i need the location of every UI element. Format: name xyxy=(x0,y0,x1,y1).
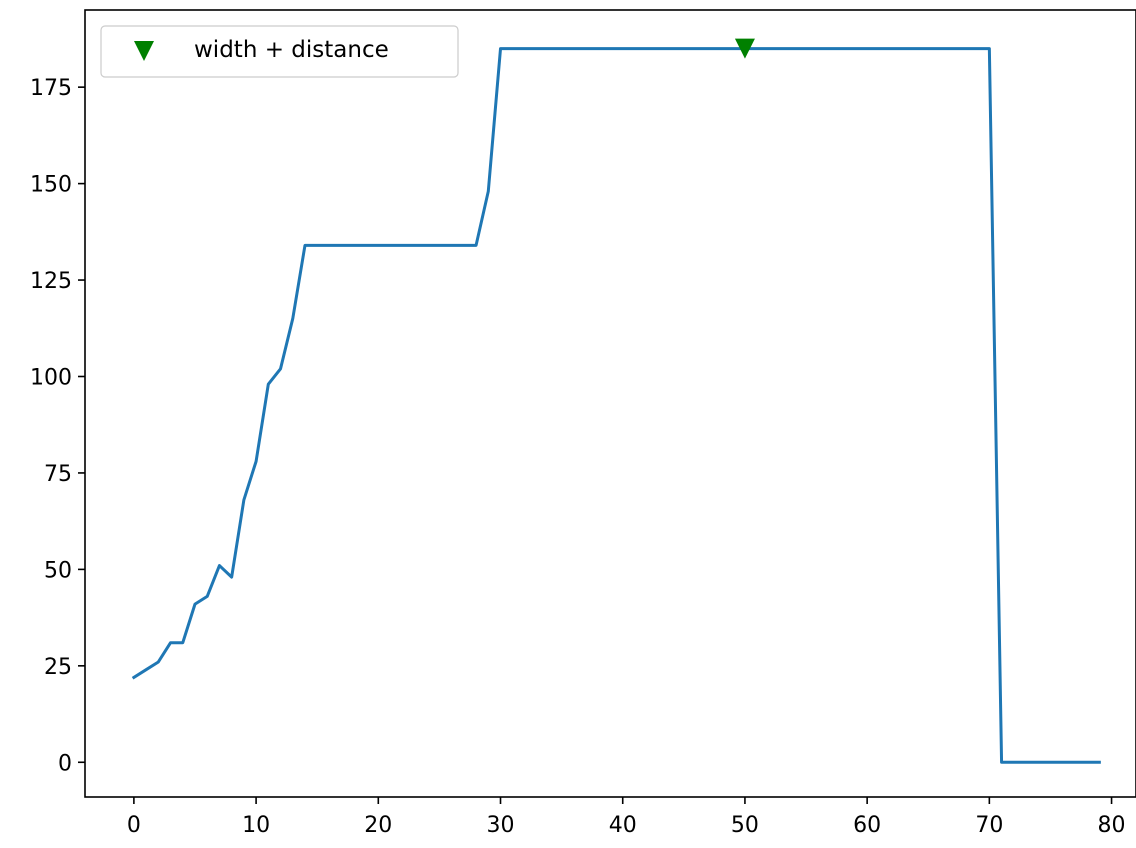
axes-frame xyxy=(84,9,1136,798)
y-tick-label: 0 xyxy=(58,751,72,776)
x-tick-label: 80 xyxy=(1098,813,1126,838)
y-tick-label: 50 xyxy=(44,558,72,583)
scatter-point-triangle-down xyxy=(734,38,755,59)
x-tick-label: 0 xyxy=(127,813,141,838)
plot-layer xyxy=(131,38,1101,764)
legend-box xyxy=(100,25,459,78)
x-tick-label: 70 xyxy=(975,813,1003,838)
y-tick-label: 125 xyxy=(30,269,72,294)
y-tick-label: 175 xyxy=(30,76,72,101)
x-tick-label: 60 xyxy=(853,813,881,838)
y-tick-label: 100 xyxy=(30,365,72,390)
ticks-layer: 0 10 20 30 40 50 60 70 80 0 25 50 75 100 125 150 175 xyxy=(30,76,1126,838)
series-line xyxy=(131,47,1101,764)
x-tick-label: 30 xyxy=(487,813,515,838)
y-tick-label: 75 xyxy=(44,462,72,487)
x-tick-label: 10 xyxy=(242,813,270,838)
y-tick-label: 25 xyxy=(44,655,72,680)
y-tick-label: 150 xyxy=(30,173,72,198)
x-tick-label: 40 xyxy=(609,813,637,838)
legend-marker-triangle-down xyxy=(134,41,154,61)
legend: width + distance xyxy=(100,25,459,78)
legend-label: width + distance xyxy=(194,37,389,63)
x-tick-label: 50 xyxy=(731,813,759,838)
x-tick-label: 20 xyxy=(364,813,392,838)
